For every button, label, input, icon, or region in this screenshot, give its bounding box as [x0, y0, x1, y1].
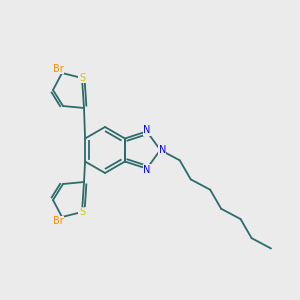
Text: Br: Br — [52, 64, 63, 74]
Text: N: N — [143, 125, 151, 135]
Text: S: S — [79, 207, 85, 217]
Text: S: S — [79, 73, 85, 83]
Text: Br: Br — [52, 216, 63, 226]
Text: N: N — [159, 145, 166, 155]
Text: N: N — [143, 165, 151, 175]
